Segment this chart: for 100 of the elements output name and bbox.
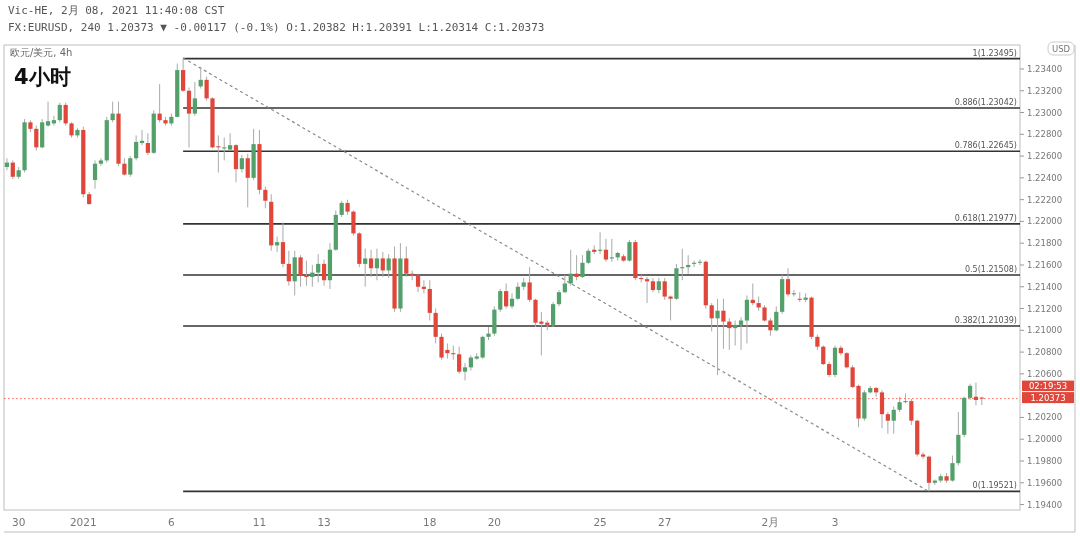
x-tick-label: 18 [423,516,437,528]
candlestick [551,301,556,328]
text: 4小时 [14,65,71,89]
candlestick [574,254,579,281]
y-tick-label: 1.21200 [1027,303,1063,314]
candlestick [821,345,826,366]
x-tick-label: 2月 [761,516,780,528]
y-tick-label: 1.23400 [1027,63,1063,74]
y-tick-label: 1.21000 [1027,325,1063,336]
candlestick [774,305,779,332]
candlestick [891,406,896,435]
ref-line-label: 1(1.23495) [972,48,1017,58]
ref-line-label: 1.20373 [1030,393,1066,404]
ref-line-label: 0.886(1.23042) [954,97,1017,107]
x-tick-label: 20 [487,516,502,528]
candlestick [920,451,926,460]
y-tick-label: 1.23000 [1027,107,1063,118]
y-axis-title: USD [1051,44,1071,54]
text: Vic-HE, 2月 08, 2021 11:40:08 CST [8,4,225,17]
y-tick-label: 1.19400 [1027,499,1063,510]
candlestick [374,248,380,281]
y-tick-label: 1.20800 [1027,347,1063,358]
candlestick [721,298,726,350]
y-tick-label: 1.20600 [1027,368,1063,379]
x-tick-label: 13 [317,516,331,528]
candlestick [186,86,192,148]
x-tick-label: 3 [831,516,839,528]
y-tick-label: 1.22200 [1027,194,1063,205]
chart-subtitle: 欧元/美元, 4h [10,47,73,58]
candlestick [427,279,432,322]
candlestick [492,305,497,337]
candlestick [415,273,421,293]
candlestick [909,398,914,426]
text: FX:EURUSD, 240 1.20373 ▼ -0.00117 (-0.1%) O:1.20382 H:1.20391 L:1.20314 C:1.20373 [8,21,545,34]
candlestick [92,159,98,190]
candlestick [298,254,303,288]
candlestick [316,253,321,283]
y-tick-label: 1.21400 [1027,281,1063,292]
candlestick [321,259,327,287]
candlestick [498,288,503,313]
candlestick [192,81,197,117]
y-tick-label: 1.20200 [1027,412,1063,423]
candlestick [950,455,955,483]
ref-line-label: 0.382(1.21039) [954,316,1017,326]
candlestick [462,362,468,381]
ref-line-label: 0(1.19521) [972,481,1017,491]
x-tick-label: 11 [252,516,267,528]
candlestick [580,254,585,279]
y-tick-label: 1.22800 [1027,129,1063,140]
x-tick-label: 6 [168,516,176,528]
y-tick-label: 1.22400 [1027,172,1063,183]
candlestick [145,132,150,156]
candlestick [668,294,673,322]
candlestick [204,76,209,102]
candlestick [292,250,297,296]
candlestick [627,239,632,263]
y-tick-label: 1.22600 [1027,151,1063,162]
candlestick [715,298,720,376]
candlestick [386,253,391,279]
y-tick-label: 1.19800 [1027,456,1063,466]
x-tick-label: 27 [658,516,672,528]
candlestick [34,125,39,152]
candlestick [10,159,15,180]
candlestick [527,266,532,303]
y-tick-label: 1.23200 [1027,85,1063,96]
x-tick-label: 2021 [69,516,97,528]
ref-line-label: 0.786(1.22645) [954,141,1017,151]
candlestick [562,274,567,294]
candlestick [785,267,791,298]
y-tick-label: 1.22000 [1027,216,1063,227]
candlestick [233,143,239,183]
candlestick [404,245,409,278]
candlestick [709,302,714,332]
candlestick [480,335,485,360]
candlestick [380,251,385,278]
candlestick [368,249,374,278]
candlestick [363,248,368,288]
candlestick [227,132,233,152]
candlestick [181,58,186,93]
x-tick-label: 30 [11,516,26,528]
candlestick [280,222,286,268]
candlestick [433,308,438,344]
ref-line-label: 0.5(1.21508) [964,265,1017,274]
candlestick [885,411,890,435]
y-tick-label: 1.21600 [1027,259,1063,270]
candlestick [744,294,750,344]
candlestick [504,282,509,310]
ref-line-label: 0.618(1.21977) [954,213,1017,223]
candlestick [98,157,104,167]
y-tick-label: 1.19600 [1027,477,1063,488]
y-tick-label: 1.21800 [1027,238,1063,249]
candlestick [63,102,68,127]
candlestick [245,153,250,208]
candlestick [134,134,139,161]
candlestick [57,102,62,123]
candlestick [903,392,908,404]
candlestick [304,260,309,287]
candlestick [128,155,133,178]
candlestick [45,101,51,128]
candlestick [351,210,356,237]
